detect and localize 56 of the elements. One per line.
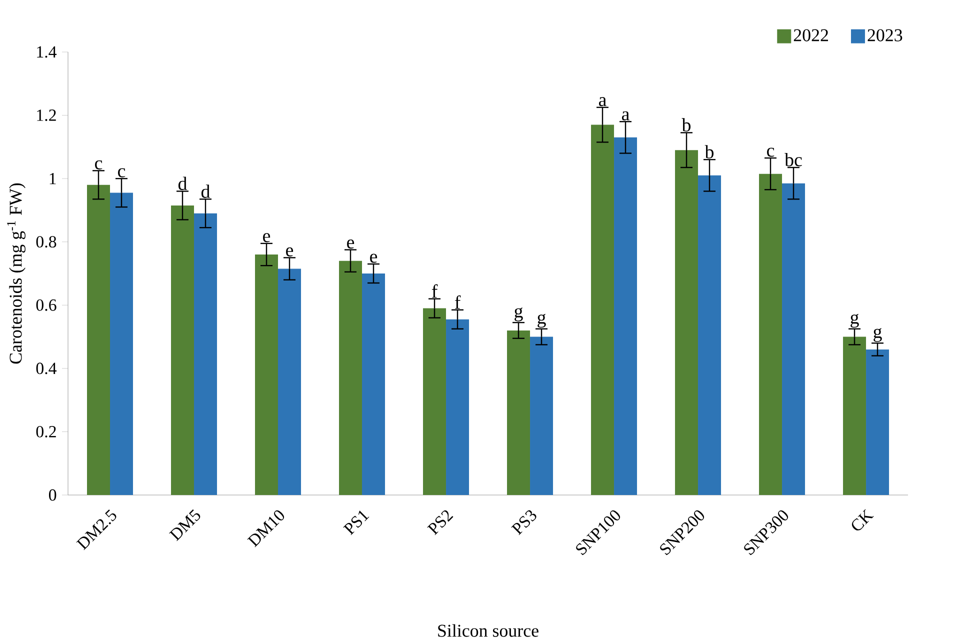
annotation: bc xyxy=(784,152,802,166)
annotation: e xyxy=(263,233,270,242)
bar xyxy=(675,150,698,495)
bar xyxy=(507,330,530,495)
annotation: e xyxy=(370,254,378,263)
annotation: a xyxy=(598,97,606,106)
y-tick-label: 0 xyxy=(48,489,56,501)
bar xyxy=(614,137,638,495)
annotation: b xyxy=(682,118,691,132)
annotation: a xyxy=(622,111,630,120)
bar xyxy=(171,205,194,495)
x-axis-title: Silicon source xyxy=(438,624,538,637)
annotation: d xyxy=(201,184,210,198)
bar xyxy=(530,336,554,495)
y-tick-label: 0.2 xyxy=(36,426,56,438)
bar xyxy=(194,213,218,495)
bar xyxy=(423,308,446,495)
bar xyxy=(255,254,278,495)
bar xyxy=(782,183,806,495)
bar xyxy=(110,192,133,495)
y-tick-label: 0.4 xyxy=(36,362,57,374)
y-tick-label: 0.8 xyxy=(36,236,56,248)
annotation: c xyxy=(767,148,774,157)
annotation: g xyxy=(538,314,546,328)
annotation: c xyxy=(95,160,102,170)
bar xyxy=(759,174,782,495)
annotation: d xyxy=(178,176,188,190)
bar xyxy=(87,184,110,495)
x-tick-label: PS2 xyxy=(427,510,454,536)
annotation: g xyxy=(850,314,859,328)
y-axis-title: Carotenoids (mg g$^{-1}$ FW) xyxy=(7,183,26,364)
legend-label: 2023 xyxy=(868,29,902,42)
annotation: g xyxy=(874,328,882,342)
y-tick-label: 1 xyxy=(50,172,56,184)
annotation: f xyxy=(454,295,461,309)
bar xyxy=(278,268,302,495)
bar xyxy=(866,349,890,495)
bar xyxy=(362,273,386,495)
x-tick-label: CK xyxy=(852,509,874,530)
bar xyxy=(446,319,470,495)
bar xyxy=(591,124,614,495)
x-tick-label: PS1 xyxy=(343,510,370,536)
annotation: e xyxy=(347,239,354,249)
x-tick-label: PS3 xyxy=(511,510,536,536)
annotation: g xyxy=(514,308,523,322)
y-tick-label: 1.4 xyxy=(37,46,57,58)
legend-label: 2022 xyxy=(794,29,828,42)
annotation: c xyxy=(118,168,126,178)
annotation: f xyxy=(432,284,438,298)
bar xyxy=(698,175,722,495)
bar xyxy=(339,260,362,495)
bar xyxy=(843,336,866,495)
y-tick-label: 1.2 xyxy=(37,110,56,121)
annotation: b xyxy=(704,145,714,158)
y-tick-label: 0.6 xyxy=(36,299,56,311)
annotation: e xyxy=(286,247,294,256)
